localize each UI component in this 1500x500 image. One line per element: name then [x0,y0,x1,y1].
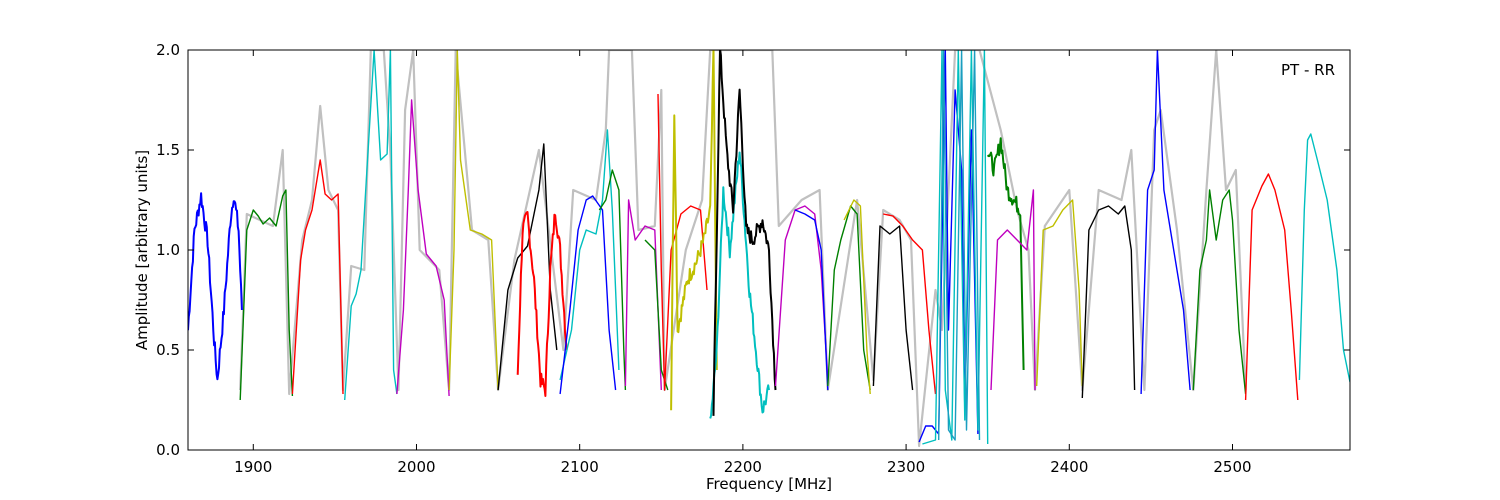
x-tick-label: 2200 [724,458,762,476]
series-line [497,143,558,391]
series-line [1140,50,1191,395]
series-line [448,50,499,391]
chart-annotation: PT - RR [1281,61,1335,79]
series-layer [188,50,1350,445]
series-line [239,189,294,401]
series-line [986,137,1025,371]
series-line [670,50,718,411]
series-line [396,99,450,397]
series-line [291,159,344,395]
series-line [1036,199,1083,387]
series-line [559,195,617,395]
series-line [709,151,770,419]
y-axis: 0.0 0.5 1.0 1.5 2.0 [156,41,1350,459]
series-line [344,50,398,401]
series-line [598,169,627,391]
series-line [938,50,981,441]
series-line [872,225,914,391]
x-tick-label: 2000 [397,458,435,476]
y-tick-label: 0.5 [156,341,180,359]
x-axis-label: Frequency [MHz] [706,475,832,493]
y-axis-label: Amplitude [arbitrary units] [133,150,151,350]
series-line [1081,205,1136,399]
series-line [990,189,1036,391]
y-tick-label: 0.0 [156,441,180,459]
y-tick-label: 2.0 [156,41,180,59]
x-tick-label: 2500 [1213,458,1251,476]
series-line [516,211,568,397]
x-tick-label: 1900 [234,458,272,476]
series-line [559,129,620,381]
x-axis: 1900 2000 2100 2200 2300 2400 2500 [234,50,1252,476]
y-tick-label: 1.5 [156,141,180,159]
series-line [774,205,829,387]
x-tick-label: 2100 [561,458,599,476]
x-tick-label: 2400 [1050,458,1088,476]
x-tick-label: 2300 [887,458,925,476]
series-line [1192,189,1247,395]
series-line [883,213,937,395]
series-line [624,199,662,391]
series-line [922,50,989,445]
series-line [843,199,871,395]
y-tick-label: 1.0 [156,241,180,259]
series-line [712,50,777,416]
series-line [794,209,829,391]
series-line [1298,133,1350,383]
series-line [1244,173,1299,401]
series-line [188,192,243,381]
